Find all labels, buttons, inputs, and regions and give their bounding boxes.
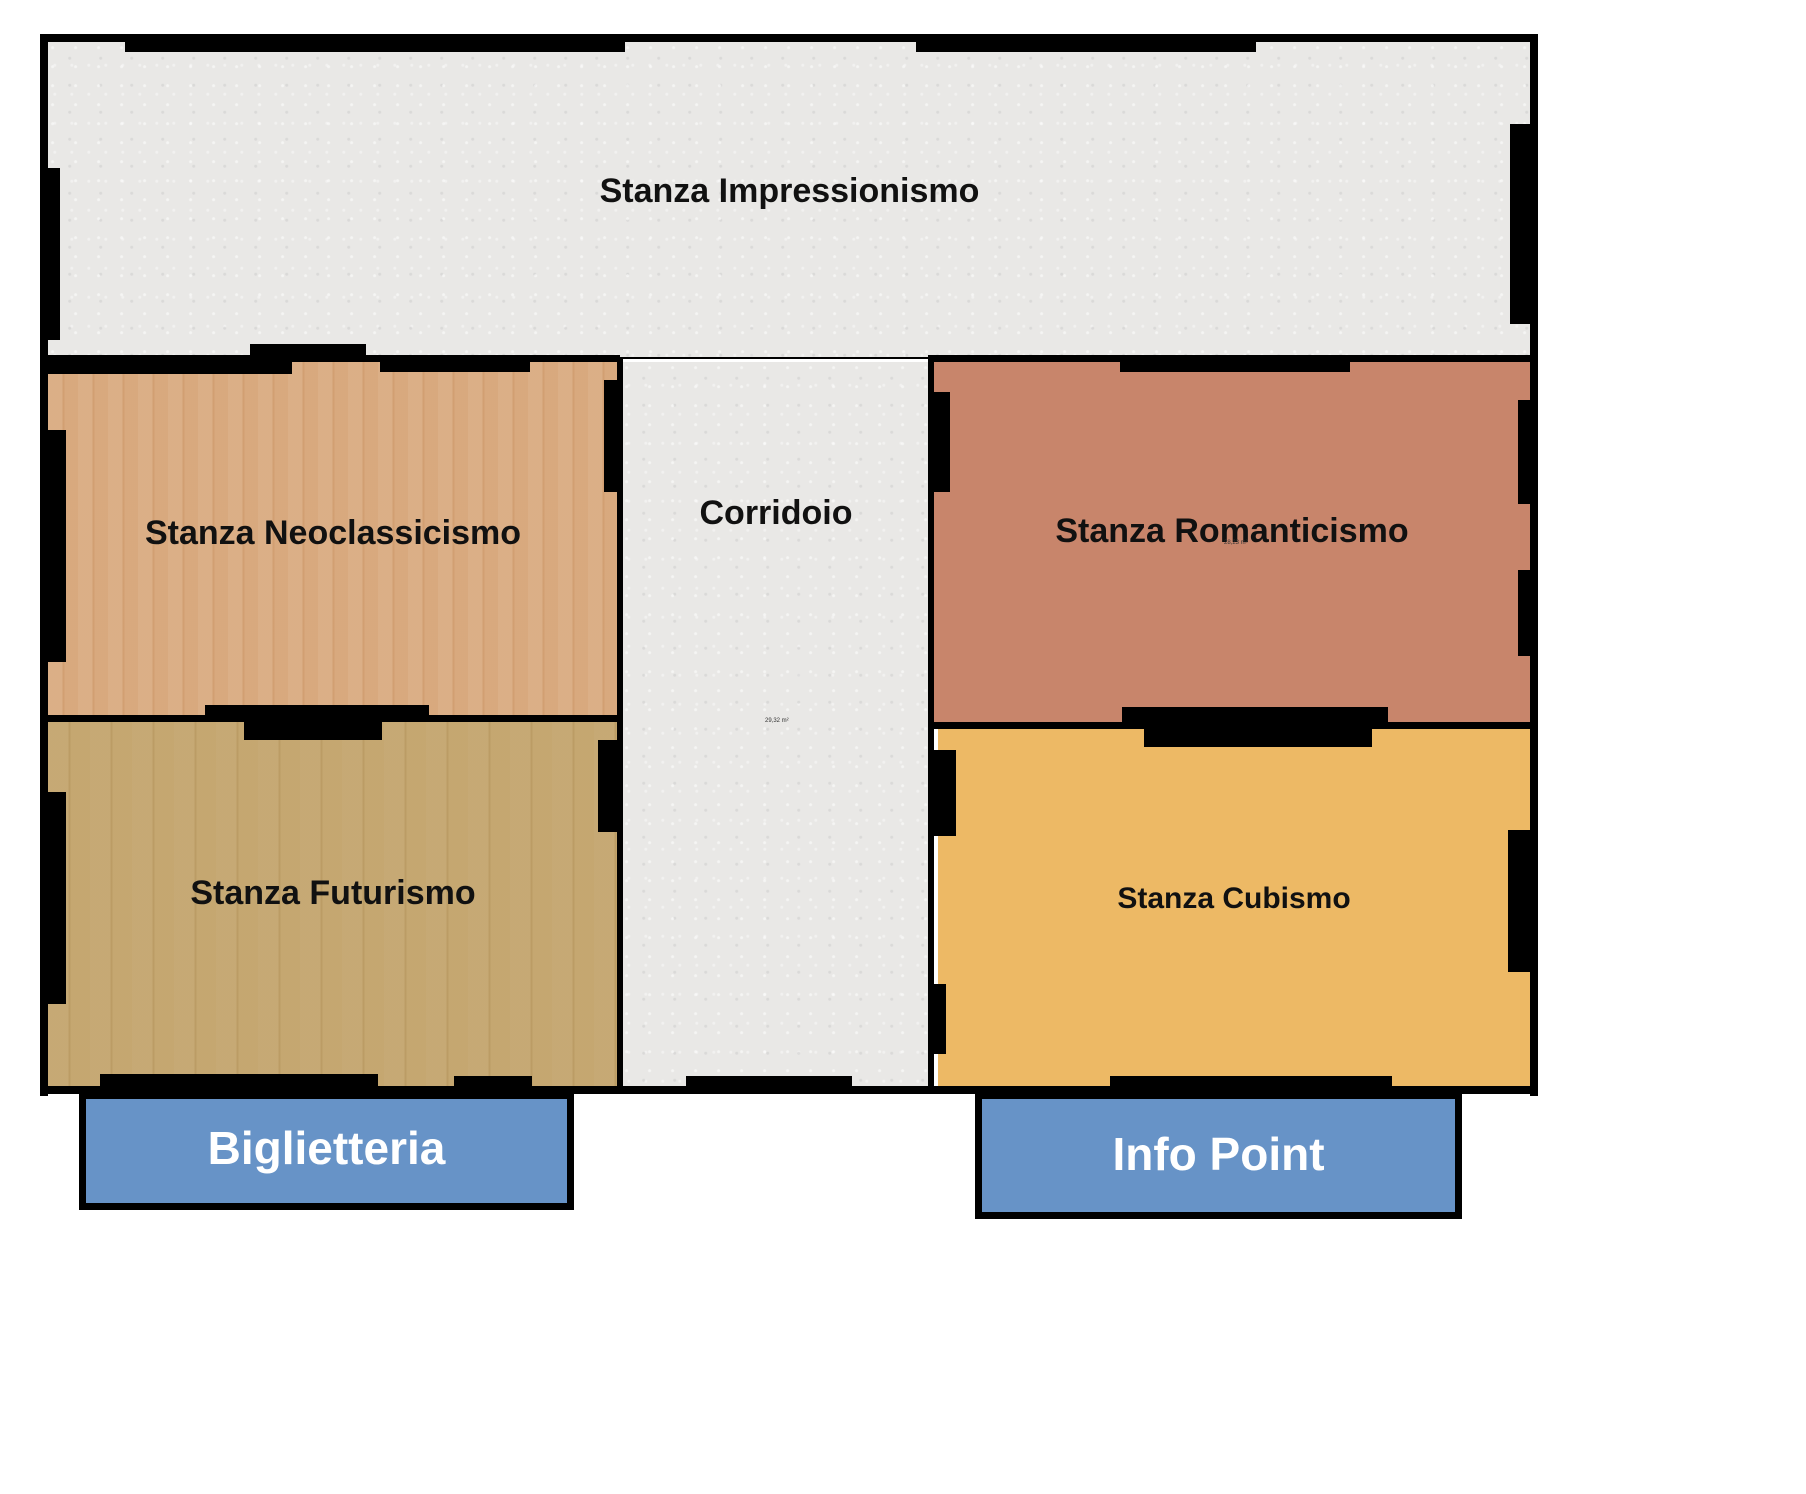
wall-segment: [205, 705, 429, 721]
room-impressionismo: Stanza Impressionismo: [48, 42, 1531, 358]
wall-segment: [1510, 124, 1538, 324]
booth-info-point: Info Point: [975, 1092, 1462, 1219]
room-futurismo: Stanza Futurismo: [48, 720, 618, 1086]
wall-segment: [244, 720, 382, 740]
wall-outer-top: [40, 34, 1538, 42]
wall-divider-top: [40, 355, 620, 362]
wall-segment: [1508, 830, 1538, 972]
wall-segment: [1110, 1076, 1392, 1088]
wall-segment: [1518, 400, 1538, 504]
wall-segment: [125, 34, 625, 52]
wall-segment: [40, 430, 66, 662]
wall-segment: [454, 1076, 532, 1088]
wall-outer-bottom: [40, 1086, 1538, 1094]
room-cubismo: Stanza Cubismo: [938, 728, 1530, 1086]
wall-segment: [1144, 725, 1372, 747]
room-label-futurismo: Stanza Futurismo: [190, 874, 476, 912]
wall-corridor-right: [928, 358, 934, 1090]
room-area-corridoio: 29,32 m²: [765, 718, 789, 724]
room-area-romanticismo: 28,23 m²: [1224, 540, 1248, 546]
wall-segment: [604, 380, 622, 492]
wall-segment: [686, 1076, 852, 1088]
wall-divider-top: [928, 355, 1538, 362]
room-label-cubismo: Stanza Cubismo: [1117, 882, 1351, 915]
room-neoclassicismo: Stanza Neoclassicismo: [48, 362, 618, 716]
wall-segment: [916, 34, 1256, 52]
room-romanticismo: Stanza Romanticismo 28,23 m²: [934, 362, 1530, 724]
wall-outer-right: [1530, 34, 1538, 1096]
wall-segment: [48, 362, 292, 374]
wall-segment: [934, 984, 946, 1054]
wall-corridor-top: [620, 357, 928, 359]
booth-biglietteria: Biglietteria: [79, 1092, 574, 1210]
booth-label-info-point: Info Point: [1112, 1128, 1325, 1180]
wall-segment: [934, 750, 956, 836]
wall-segment: [100, 1074, 378, 1088]
booth-label-biglietteria: Biglietteria: [207, 1122, 446, 1174]
room-label-impressionismo: Stanza Impressionismo: [599, 172, 980, 210]
room-label-neoclassicismo: Stanza Neoclassicismo: [144, 514, 522, 552]
wall-segment: [380, 362, 530, 372]
wall-corridor-left: [617, 358, 623, 1090]
wall-segment: [930, 392, 950, 492]
wall-segment: [40, 168, 60, 340]
room-label-romanticismo: Stanza Romanticismo: [1055, 512, 1409, 550]
wall-segment: [1120, 362, 1350, 372]
room-label-corridoio: Corridoio: [699, 494, 853, 532]
wall-segment: [1518, 570, 1538, 656]
room-corridoio: Corridoio 29,32 m²: [622, 362, 930, 1086]
wall-segment: [250, 344, 366, 358]
wall-segment: [1122, 707, 1388, 725]
wall-segment: [40, 792, 66, 1004]
wall-segment: [598, 740, 622, 832]
